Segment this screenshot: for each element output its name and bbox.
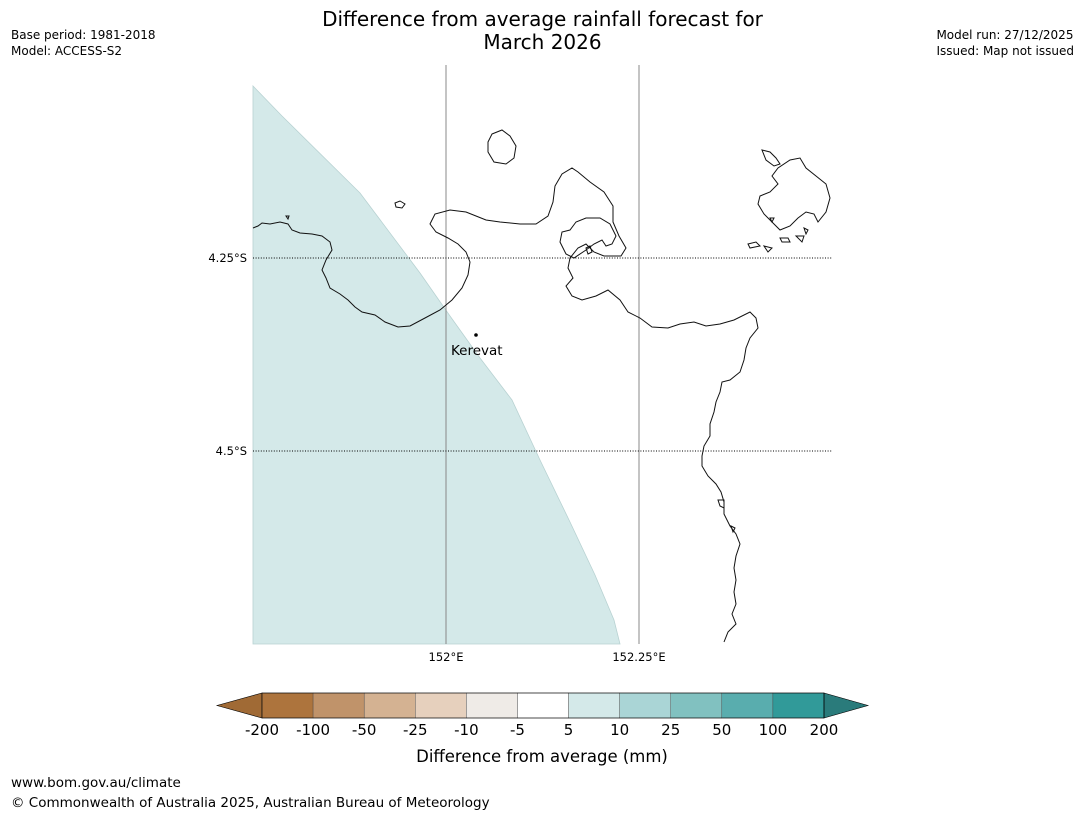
islet-west-b xyxy=(285,215,290,221)
left-metadata: Base period: 1981-2018 Model: ACCESS-S2 xyxy=(11,27,156,59)
legend-tick-label: -10 xyxy=(454,721,479,739)
legend-swatch xyxy=(363,692,416,719)
lat-label-4-5: 4.5°S xyxy=(216,444,247,458)
legend-swatch xyxy=(568,692,620,719)
legend-ticks: -200 -100 -50 -25 -10 -5 5 10 25 50 100 200 xyxy=(245,721,838,739)
lat-label-4-25: 4.25°S xyxy=(208,251,247,265)
map-title: Difference from average rainfall forecas… xyxy=(0,8,1085,54)
legend-tick-label: -5 xyxy=(510,721,525,739)
coastline-bay xyxy=(559,217,617,259)
legend-tick-label: 5 xyxy=(564,721,574,739)
forecast-shaded-region xyxy=(252,85,621,645)
islet-east-a xyxy=(769,217,775,224)
coastline-main xyxy=(252,167,759,643)
legend-outline xyxy=(261,692,825,719)
legend-tick-label: -100 xyxy=(296,721,330,739)
island-watom xyxy=(487,129,517,165)
legend-tick-label: -25 xyxy=(403,721,428,739)
kerevat-label: Kerevat xyxy=(451,343,503,359)
legend-colorbar xyxy=(215,692,870,719)
legend-swatch xyxy=(670,692,723,719)
legend-tick-label: 50 xyxy=(712,721,731,739)
legend-swatch xyxy=(721,692,774,719)
legend-swatch xyxy=(261,692,314,719)
island-duke-of-york-south-c xyxy=(779,237,791,243)
island-duke-of-york-south-b xyxy=(762,245,773,253)
legend-tick-label: 100 xyxy=(759,721,788,739)
base-period: Base period: 1981-2018 xyxy=(11,28,156,42)
legend-tick-label: 25 xyxy=(661,721,680,739)
kerevat-marker xyxy=(474,333,478,337)
footer-url: www.bom.gov.au/climate xyxy=(11,775,181,791)
legend-tick-label: 200 xyxy=(810,721,839,739)
island-duke-of-york-south-a xyxy=(747,241,762,249)
title-line-2: March 2026 xyxy=(483,30,602,54)
legend-extend-low xyxy=(215,692,263,719)
lon-label-152-25: 152.25°E xyxy=(612,650,665,664)
island-duke-of-york-south-d xyxy=(794,235,805,243)
islet-east-b xyxy=(717,499,725,509)
legend-swatch xyxy=(772,692,825,719)
islet-west-a xyxy=(394,200,406,209)
legend-tick-label: 10 xyxy=(610,721,629,739)
model-name: Model: ACCESS-S2 xyxy=(11,44,123,58)
islet-bay xyxy=(585,245,593,255)
lon-label-152: 152°E xyxy=(429,650,464,664)
right-metadata: Model run: 27/12/2025 Issued: Map not is… xyxy=(936,27,1074,59)
legend-tick-label: -50 xyxy=(352,721,377,739)
footer-copyright: © Commonwealth of Australia 2025, Austra… xyxy=(11,795,490,811)
island-duke-of-york-main xyxy=(757,157,831,231)
legend-swatch xyxy=(466,692,518,719)
legend-swatch xyxy=(619,692,671,719)
legend-extend-high xyxy=(823,692,870,719)
islet-east-c xyxy=(730,525,736,534)
island-duke-of-york-north xyxy=(761,149,781,167)
model-run: Model run: 27/12/2025 xyxy=(936,28,1074,42)
title-line-1: Difference from average rainfall forecas… xyxy=(322,7,763,31)
legend-title: Difference from average (mm) xyxy=(416,747,668,766)
issued-status: Issued: Map not issued xyxy=(936,44,1074,58)
island-duke-of-york-south-e xyxy=(803,227,809,236)
legend-tick-label: -200 xyxy=(245,721,279,739)
legend-swatch xyxy=(415,692,467,719)
legend-swatch xyxy=(517,692,569,719)
legend-swatch xyxy=(312,692,365,719)
